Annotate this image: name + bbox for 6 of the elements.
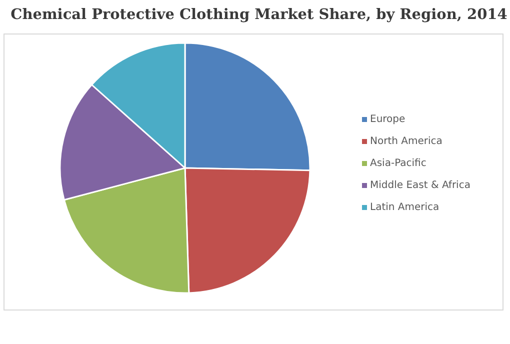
legend-label: Latin America — [370, 202, 440, 213]
legend-label: Middle East & Africa — [370, 180, 470, 191]
chart-title: Chemical Protective Clothing Market Share, by Region, 2014 — [10, 6, 508, 23]
legend-label: Asia-Pacific — [370, 158, 426, 169]
legend-label: Europe — [370, 114, 406, 125]
legend-label: North America — [370, 136, 442, 147]
